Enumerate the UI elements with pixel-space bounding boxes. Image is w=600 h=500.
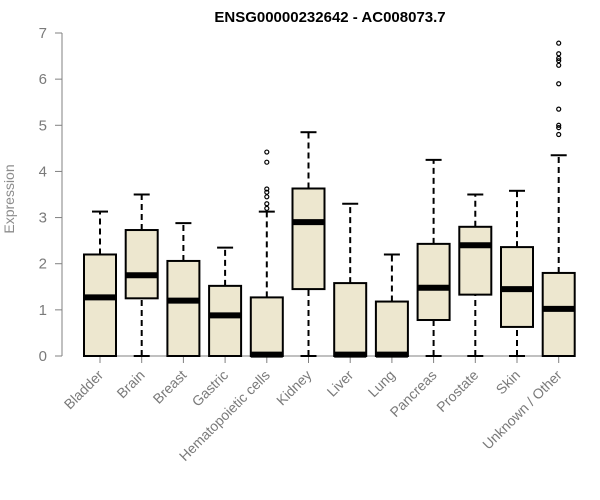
outlier-point (264, 205, 270, 211)
chart-title: ENSG00000232642 - AC008073.7 (214, 9, 445, 26)
outlier-point (264, 194, 270, 200)
outlier-point (556, 122, 562, 128)
outlier-point (556, 40, 562, 46)
x-tick-label: Liver (324, 367, 357, 400)
y-tick-label: 7 (39, 25, 47, 42)
x-tick-label: Bladder (61, 367, 107, 413)
box-11 (500, 189, 534, 357)
iqr-box (83, 253, 117, 357)
box-8 (374, 253, 409, 358)
outlier-point (556, 55, 562, 61)
boxes-group (83, 40, 576, 358)
x-tick-label: Unknown / Other (479, 367, 565, 453)
x-tick-label: Skin (493, 367, 524, 398)
y-tick-label: 4 (39, 163, 47, 180)
x-tick-label: Breast (150, 367, 190, 407)
iqr-box (208, 284, 243, 357)
x-tick-label: Lung (365, 367, 398, 400)
iqr-box (374, 300, 409, 357)
y-tick-label: 6 (39, 71, 47, 88)
outlier-point (556, 58, 562, 64)
box-1 (83, 210, 117, 357)
iqr-box (458, 225, 493, 296)
box-12 (541, 40, 576, 358)
y-tick-label: 2 (39, 256, 47, 273)
outlier-point (556, 81, 562, 87)
box-6 (291, 131, 326, 357)
outlier-point (556, 131, 562, 138)
iqr-box (249, 296, 284, 357)
box-10 (458, 193, 493, 357)
box-9 (416, 158, 451, 357)
box-4 (208, 246, 243, 357)
y-tick-label: 3 (39, 210, 47, 227)
iqr-box (416, 242, 451, 322)
outlier-point (556, 62, 562, 68)
y-tick-label: 0 (39, 348, 47, 365)
y-axis-label: Expression (1, 164, 17, 233)
outlier-point (556, 124, 562, 131)
x-tick-label: Brain (113, 367, 147, 401)
iqr-box (333, 282, 368, 358)
box-2 (124, 193, 159, 357)
outlier-point (264, 189, 270, 195)
outlier-point (556, 51, 562, 57)
outlier-point (264, 149, 270, 155)
iqr-box (124, 229, 159, 300)
box-3 (166, 222, 201, 357)
box-7 (333, 202, 368, 358)
iqr-box (541, 271, 576, 358)
y-axis: 0 1 2 3 4 5 6 7 (39, 25, 63, 365)
outlier-point (264, 159, 270, 165)
x-tick-label: Prostate (433, 367, 481, 415)
y-tick-label: 5 (39, 117, 47, 134)
iqr-box (291, 187, 326, 291)
x-tick-label: Kidney (273, 367, 315, 409)
iqr-box (166, 259, 201, 357)
outlier-point (264, 186, 270, 192)
box-5 (249, 149, 284, 358)
y-tick-label: 1 (39, 302, 47, 319)
outlier-point (264, 201, 270, 207)
outlier-point (556, 106, 562, 112)
